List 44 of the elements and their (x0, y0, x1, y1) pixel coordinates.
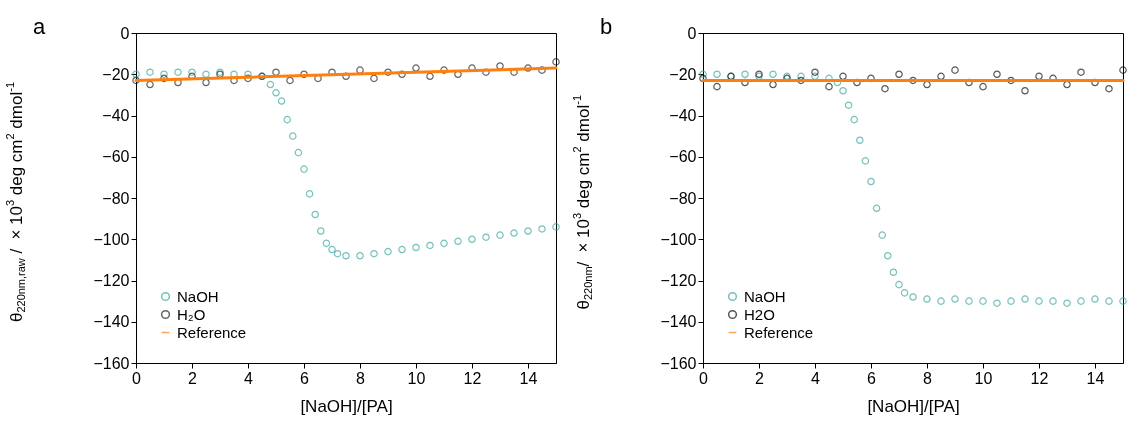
x-tick-label: 12 (463, 369, 482, 386)
y-tick-label: −120 (93, 271, 130, 289)
y-tick-label: −120 (660, 271, 697, 289)
x-tick-label: 14 (1086, 369, 1105, 386)
y-tick-label: −100 (660, 230, 697, 248)
x-tick-label: 2 (755, 369, 765, 386)
x-tick-label: 4 (244, 369, 254, 386)
y-tick-label: −80 (102, 189, 130, 206)
x-tick-label: 2 (188, 369, 198, 386)
chart-title: a (33, 13, 47, 39)
y-tick-label: 0 (120, 24, 130, 41)
y-tick-label: −160 (660, 354, 697, 371)
y-tick-label: −160 (93, 354, 130, 371)
x-tick-label: 8 (923, 369, 933, 386)
y-tick-label: −20 (102, 65, 130, 83)
x-tick-label: 10 (974, 369, 993, 386)
x-tick-label: 0 (699, 369, 709, 386)
y-tick-label: −40 (669, 106, 697, 124)
y-tick-label: −60 (669, 147, 697, 165)
x-tick-label: 6 (867, 369, 877, 386)
x-tick-label: 10 (407, 369, 426, 386)
legend-label: NaOH (744, 287, 786, 304)
y-tick-label: −60 (102, 147, 130, 165)
x-tick-label: 14 (519, 369, 538, 386)
x-tick-label: 4 (811, 369, 821, 386)
x-tick-label: 8 (356, 369, 366, 386)
legend-label: H2O (744, 305, 775, 322)
x-tick-label: 0 (132, 369, 142, 386)
legend-label: H₂O (177, 305, 206, 322)
y-tick-label: 0 (687, 24, 697, 41)
legend-label: Reference (177, 323, 247, 340)
x-axis-title: [NaOH]/[PA] (300, 396, 393, 415)
y-tick-label: −140 (660, 312, 697, 330)
legend-label: NaOH (177, 287, 219, 304)
y-tick-label: −20 (669, 65, 697, 83)
y-tick-label: −100 (93, 230, 130, 248)
x-axis-title: [NaOH]/[PA] (867, 396, 960, 415)
chart-title: b (600, 13, 613, 39)
x-tick-label: 12 (1030, 369, 1049, 386)
legend-label: Reference (744, 323, 814, 340)
x-tick-label: 6 (300, 369, 310, 386)
y-tick-label: −140 (93, 312, 130, 330)
y-tick-label: −40 (102, 106, 130, 124)
y-tick-label: −80 (669, 189, 697, 206)
